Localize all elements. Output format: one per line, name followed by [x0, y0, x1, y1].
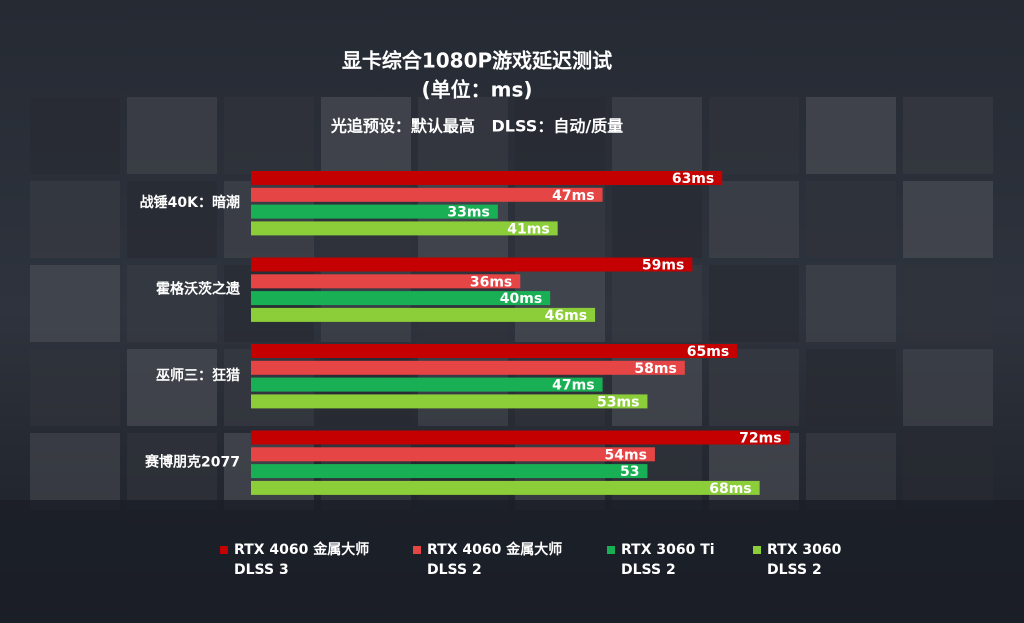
bar — [251, 377, 603, 392]
chart-subtitle: (单位：ms) — [421, 78, 532, 102]
cover-tile — [30, 181, 120, 258]
category-label: 赛博朋克2077 — [144, 454, 240, 471]
cover-tile — [709, 97, 799, 174]
cover-tile — [709, 265, 799, 342]
bar — [251, 291, 551, 306]
cover-tile — [806, 181, 896, 258]
cover-tile — [127, 265, 217, 342]
cover-tile — [806, 433, 896, 510]
annotation: 光追预设：默认最高 DLSS：自动/质量 — [330, 117, 623, 136]
legend-swatch — [413, 546, 421, 554]
cover-tile — [806, 349, 896, 426]
bar — [251, 221, 558, 236]
category-label: 巫师三：狂猎 — [156, 367, 240, 384]
chart-title: 显卡综合1080P游戏延迟测试 — [342, 49, 612, 73]
cover-tile — [127, 349, 217, 426]
cover-tile — [903, 265, 993, 342]
value-label: 53 — [620, 464, 639, 480]
value-label: 59ms — [642, 258, 684, 274]
value-label: 65ms — [687, 344, 729, 360]
legend-label: RTX 4060 金属大师 DLSS 2 — [427, 542, 563, 578]
legend-swatch — [607, 546, 615, 554]
cover-tile — [224, 97, 314, 174]
cover-tile — [903, 433, 993, 510]
value-label: 40ms — [500, 291, 542, 307]
cover-tile — [903, 181, 993, 258]
bar — [251, 171, 723, 185]
legend-label: RTX 3060 DLSS 2 — [767, 542, 842, 578]
cover-tile — [515, 97, 605, 174]
bar — [251, 307, 596, 322]
bar — [251, 257, 693, 272]
bar — [251, 360, 685, 375]
cover-tile — [709, 433, 799, 510]
cover-tile — [903, 349, 993, 426]
legend-item: RTX 3060 Ti DLSS 2 — [607, 540, 751, 580]
bar — [251, 274, 521, 289]
cover-tile — [806, 97, 896, 174]
cover-tile — [30, 265, 120, 342]
cover-tile — [612, 181, 702, 258]
value-label: 54ms — [605, 447, 647, 463]
cover-tile — [30, 433, 120, 510]
cover-tile — [30, 97, 120, 174]
bar — [251, 204, 498, 219]
legend-swatch — [220, 546, 228, 554]
cover-tile — [127, 181, 217, 258]
value-label: 63ms — [672, 171, 714, 187]
bar — [251, 430, 790, 445]
cover-tile — [321, 97, 411, 174]
cover-tile — [709, 181, 799, 258]
cover-tile — [709, 349, 799, 426]
value-label: 68ms — [709, 481, 751, 497]
cover-tile — [30, 349, 120, 426]
category-label: 霍格沃茨之遗 — [156, 281, 240, 298]
cover-tile — [127, 433, 217, 510]
category-label: 战锤40K：暗潮 — [140, 194, 240, 211]
legend-swatch — [753, 546, 761, 554]
value-label: 36ms — [470, 274, 512, 290]
legend-label: RTX 3060 Ti DLSS 2 — [621, 542, 715, 578]
value-label: 47ms — [552, 378, 594, 394]
cover-tile — [418, 97, 508, 174]
bottom-shade — [0, 500, 1024, 623]
cover-tile — [806, 265, 896, 342]
cover-tile — [612, 97, 702, 174]
value-label: 41ms — [507, 221, 549, 237]
legend-item: RTX 4060 金属大师 DLSS 2 — [413, 540, 607, 580]
value-label: 58ms — [634, 361, 676, 377]
bar — [251, 187, 603, 202]
cover-tile — [903, 97, 993, 174]
cover-tile — [612, 265, 702, 342]
cover-tile — [127, 97, 217, 174]
value-label: 33ms — [447, 205, 489, 221]
legend-item: RTX 3060 DLSS 2 — [753, 540, 877, 580]
value-label: 47ms — [552, 188, 594, 204]
legend-item: RTX 4060 金属大师 DLSS 3 — [220, 540, 414, 580]
value-label: 53ms — [597, 394, 639, 410]
bar — [251, 480, 760, 495]
legend-label: RTX 4060 金属大师 DLSS 3 — [234, 542, 370, 578]
value-label: 72ms — [739, 431, 781, 447]
value-label: 46ms — [545, 308, 587, 324]
bar — [251, 464, 648, 479]
bar — [251, 394, 648, 409]
bar — [251, 344, 738, 358]
bar — [251, 447, 655, 462]
